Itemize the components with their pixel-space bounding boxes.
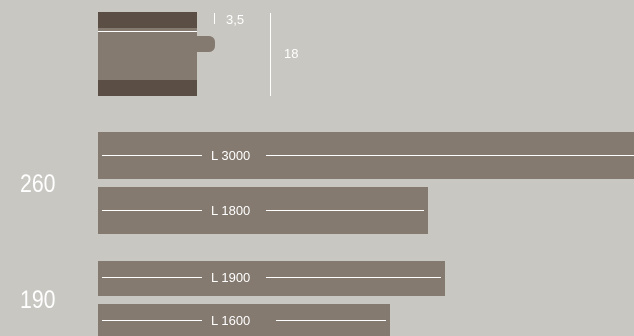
profile-bottom-layer — [98, 80, 197, 96]
length-dimension-line-left — [102, 210, 202, 211]
height-dimension-line — [270, 13, 271, 96]
length-dimension-line-right — [266, 277, 441, 278]
plank-length-label: L 3000 — [211, 148, 251, 163]
plank-width-label: 260 — [20, 170, 56, 198]
profile-top-layer — [98, 12, 197, 28]
length-dimension-line-left — [102, 320, 202, 321]
plank-width-label: 190 — [20, 286, 56, 314]
plank-length-label: L 1900 — [211, 270, 251, 285]
plank-bar: L 3000 — [98, 132, 634, 179]
thickness-label: 3,5 — [226, 12, 245, 27]
plank-bar: L 1800 — [98, 187, 428, 234]
profile-cross-section — [98, 12, 218, 97]
length-dimension-line-left — [102, 277, 202, 278]
length-dimension-line-right — [266, 155, 634, 156]
thickness-dimension-tick — [214, 13, 215, 24]
profile-core-line — [98, 31, 197, 32]
length-dimension-line-right — [266, 210, 424, 211]
height-label: 18 — [284, 46, 299, 61]
length-dimension-line-left — [102, 155, 202, 156]
plank-length-label: L 1600 — [211, 313, 251, 328]
plank-bar: L 1600 — [98, 304, 390, 336]
profile-core — [98, 28, 197, 80]
profile-tongue — [197, 36, 215, 52]
plank-bar: L 1900 — [98, 261, 445, 296]
length-dimension-line-right — [276, 320, 386, 321]
plank-length-label: L 1800 — [211, 203, 251, 218]
